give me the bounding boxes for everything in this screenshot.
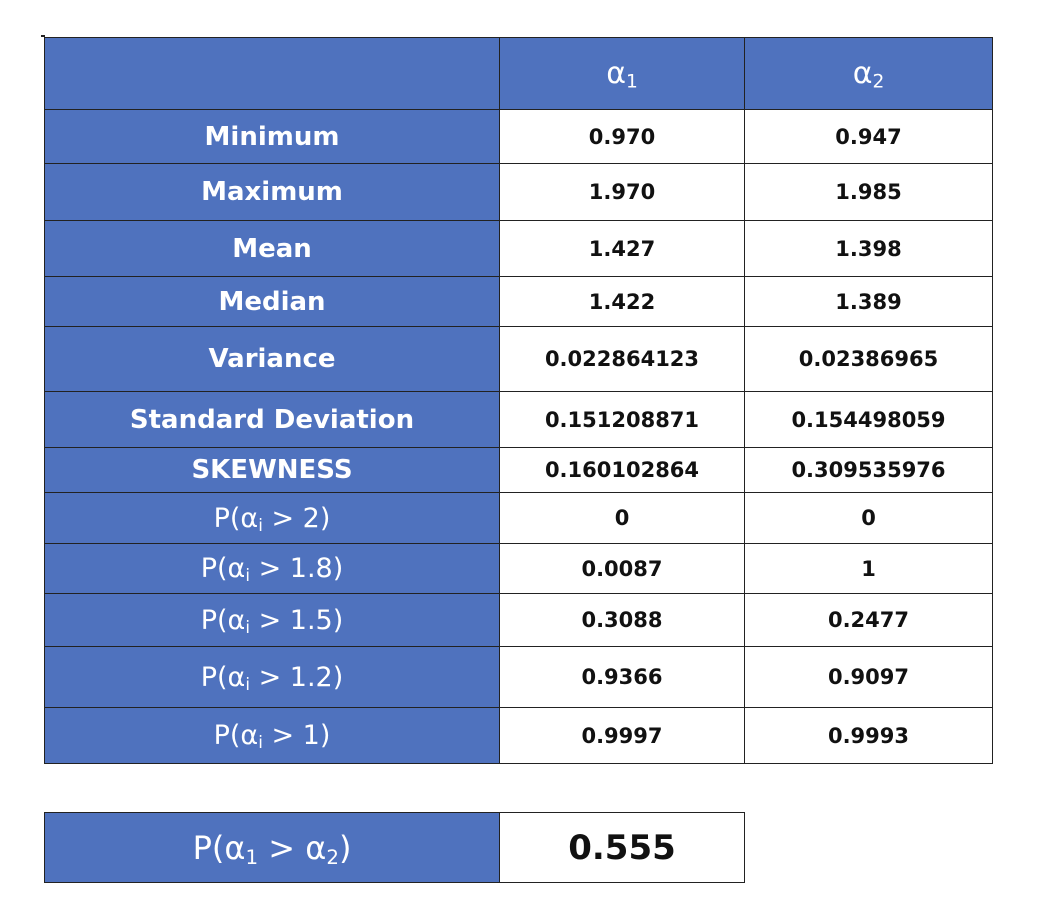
alpha-1-value: 0.9366 <box>499 646 745 708</box>
summary-label-suffix: ) <box>338 828 352 867</box>
row-label: P(αi > 1.8) <box>44 543 500 594</box>
header-alpha-2: α2 <box>744 37 993 110</box>
alpha-2-value: 0.309535976 <box>744 447 993 493</box>
alpha-1-value: 1.970 <box>499 163 745 221</box>
alpha-2-value: 0 <box>744 492 993 544</box>
header-alpha-2-subscript: 2 <box>872 71 885 93</box>
row-label: Mean <box>44 220 500 277</box>
alpha-1-value: 0.151208871 <box>499 391 745 448</box>
alpha-2-value: 1.389 <box>744 276 993 327</box>
row-label: Standard Deviation <box>44 391 500 448</box>
summary-label-subscript-1: 1 <box>245 845 259 869</box>
prob-label-subscript: i <box>245 616 250 637</box>
row-label: P(αi > 1.5) <box>44 593 500 647</box>
prob-label-suffix: > 1.5) <box>250 604 344 636</box>
row-label: Minimum <box>44 109 500 164</box>
summary-label-middle: > α <box>258 828 327 867</box>
table-row: Median 1.422 1.389 <box>44 276 993 327</box>
header-alpha-1-symbol: α <box>606 56 626 91</box>
header-alpha-1-subscript: 1 <box>625 71 638 93</box>
alpha-2-value: 0.9993 <box>744 707 993 764</box>
prob-label-suffix: > 2) <box>262 502 331 534</box>
prob-label-subscript: i <box>245 565 250 586</box>
alpha-1-value: 0.970 <box>499 109 745 164</box>
table-row: Mean 1.427 1.398 <box>44 220 993 277</box>
table-row: P(αi > 1.8) 0.0087 1 <box>44 543 993 594</box>
alpha-1-value: 0.3088 <box>499 593 745 647</box>
row-label: P(αi > 1) <box>44 707 500 764</box>
row-label: Maximum <box>44 163 500 221</box>
alpha-2-value: 0.2477 <box>744 593 993 647</box>
summary-table: P(α1 > α2) 0.555 <box>44 812 745 883</box>
table-row: Variance 0.022864123 0.02386965 <box>44 326 993 392</box>
alpha-2-value: 1 <box>744 543 993 594</box>
prob-label-suffix: > 1.2) <box>250 661 344 693</box>
header-row: α1 α2 <box>44 37 993 110</box>
header-alpha-1: α1 <box>499 37 745 110</box>
alpha-1-value: 0.022864123 <box>499 326 745 392</box>
prob-label-prefix: P(α <box>200 553 246 584</box>
prob-label-prefix: P(α <box>200 661 246 693</box>
table-row: SKEWNESS 0.160102864 0.309535976 <box>44 447 993 493</box>
alpha-1-value: 1.422 <box>499 276 745 327</box>
prob-label-suffix: > 1) <box>262 720 331 751</box>
summary-value: 0.555 <box>499 812 745 883</box>
table-row: Standard Deviation 0.151208871 0.1544980… <box>44 391 993 448</box>
header-corner-cell <box>44 37 500 110</box>
row-label: P(αi > 2) <box>44 492 500 544</box>
table-row: P(αi > 1) 0.9997 0.9993 <box>44 707 993 764</box>
prob-label-prefix: P(α <box>200 604 246 636</box>
prob-label-subscript: i <box>258 732 263 753</box>
header-alpha-2-symbol: α <box>852 56 873 91</box>
prob-label-prefix: P(α <box>213 502 259 534</box>
alpha-1-value: 0.0087 <box>499 543 745 594</box>
alpha-1-value: 0.9997 <box>499 707 745 764</box>
alpha-1-value: 1.427 <box>499 220 745 277</box>
prob-label-subscript: i <box>258 514 263 535</box>
row-label: SKEWNESS <box>44 447 500 493</box>
prob-label-suffix: > 1.8) <box>250 553 344 584</box>
table-row: P(αi > 2) 0 0 <box>44 492 993 544</box>
row-label: P(αi > 1.2) <box>44 646 500 708</box>
alpha-2-value: 0.154498059 <box>744 391 993 448</box>
table-row: P(αi > 1.5) 0.3088 0.2477 <box>44 593 993 647</box>
prob-label-subscript: i <box>245 673 250 694</box>
table-row: P(αi > 1.2) 0.9366 0.9097 <box>44 646 993 708</box>
alpha-1-value: 0.160102864 <box>499 447 745 493</box>
alpha-1-value: 0 <box>499 492 745 544</box>
summary-label: P(α1 > α2) <box>44 812 500 883</box>
row-label: Variance <box>44 326 500 392</box>
summary-label-prefix: P(α <box>192 828 246 867</box>
table-row: Minimum 0.970 0.947 <box>44 109 993 164</box>
prob-label-prefix: P(α <box>213 720 259 751</box>
row-label: Median <box>44 276 500 327</box>
alpha-2-value: 1.985 <box>744 163 993 221</box>
table-row: Maximum 1.970 1.985 <box>44 163 993 221</box>
alpha-2-value: 0.9097 <box>744 646 993 708</box>
alpha-2-value: 0.02386965 <box>744 326 993 392</box>
alpha-2-value: 0.947 <box>744 109 993 164</box>
summary-label-subscript-2: 2 <box>326 845 339 869</box>
summary-row: P(α1 > α2) 0.555 <box>44 812 745 883</box>
alpha-2-value: 1.398 <box>744 220 993 277</box>
statistics-table: α1 α2 Minimum 0.970 0.947 Maximum 1.970 … <box>44 37 993 764</box>
corner-mark <box>41 35 45 37</box>
